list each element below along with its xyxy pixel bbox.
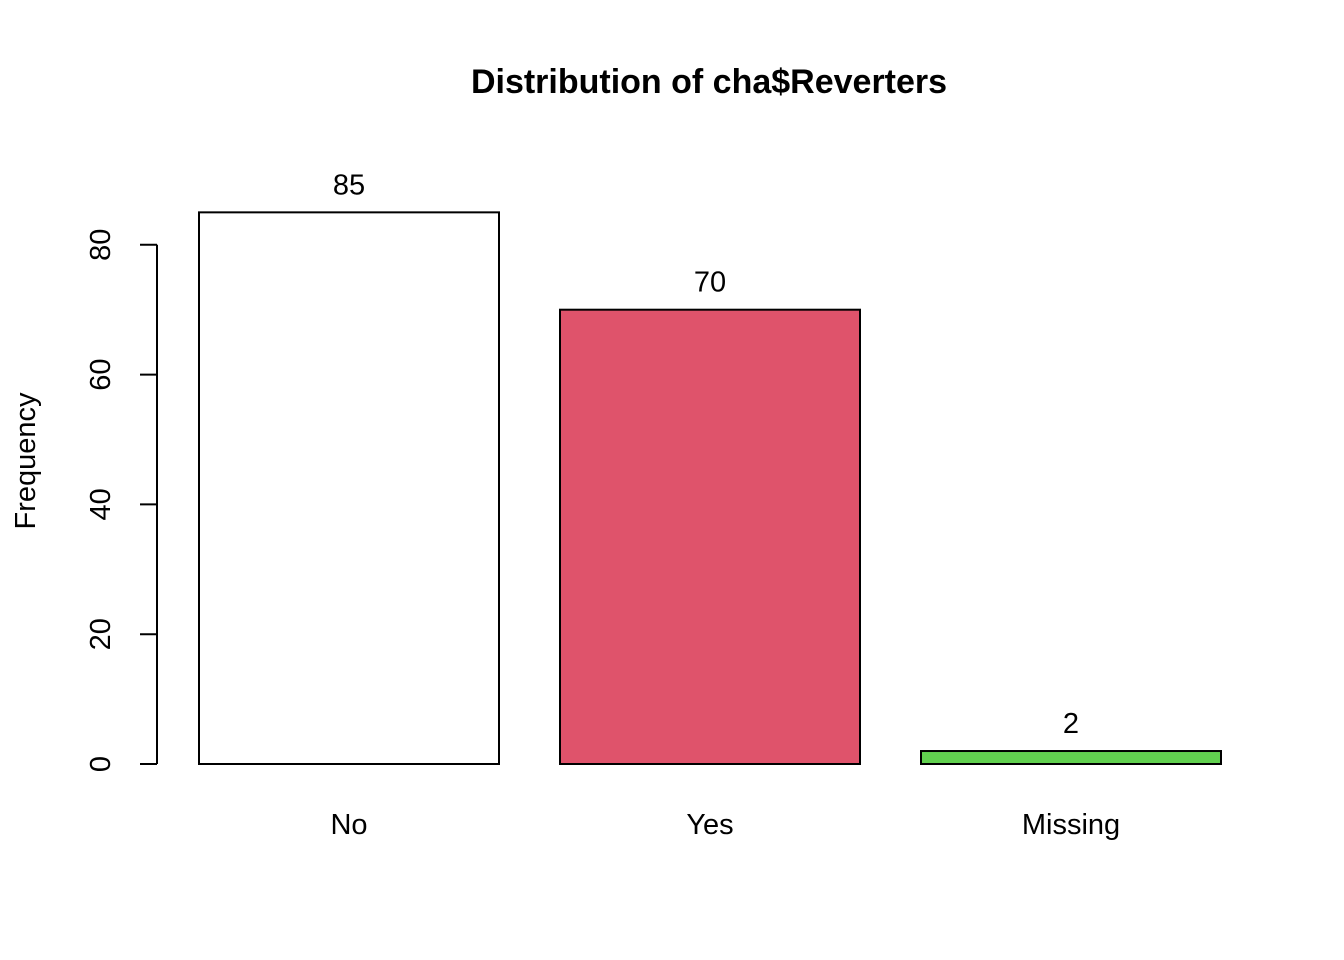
y-tick-label: 80 [85, 229, 117, 261]
y-tick-label: 60 [85, 358, 117, 390]
x-axis-labels: No Yes Missing [330, 809, 1120, 841]
y-tick-label: 40 [85, 488, 117, 520]
bars [198, 211, 1222, 766]
x-category-label: Yes [686, 809, 733, 841]
x-category-label: Missing [1022, 809, 1120, 841]
bar-yes [559, 308, 861, 765]
y-tick-label: 0 [85, 756, 117, 772]
bar-value-labels: 85 70 2 [333, 169, 1079, 740]
y-tick-label: 20 [85, 618, 117, 650]
y-axis-label: Frequency [10, 392, 42, 530]
x-category-label: No [330, 809, 367, 841]
bar-no [198, 211, 500, 766]
y-axis-ticks: 0 20 40 60 80 [85, 229, 157, 772]
chart-title: Distribution of cha$Reverters [471, 63, 947, 101]
bar-value-label: 70 [694, 267, 726, 299]
bar-missing [920, 750, 1222, 766]
bar-value-label: 2 [1063, 708, 1079, 740]
bar-value-label: 85 [333, 169, 365, 201]
